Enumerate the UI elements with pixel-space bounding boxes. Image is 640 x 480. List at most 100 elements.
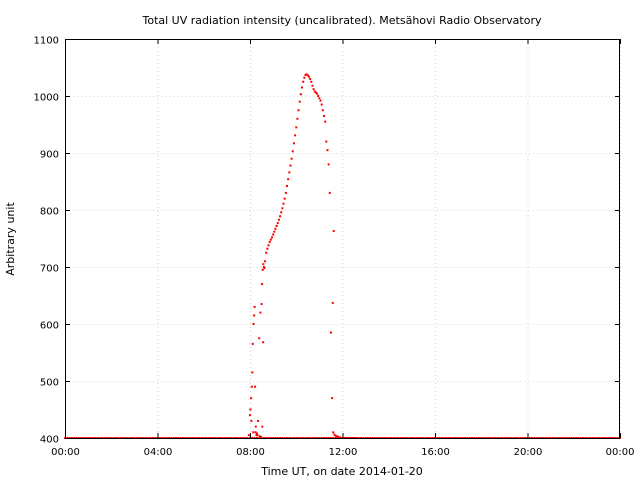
data-point bbox=[324, 120, 327, 123]
data-point bbox=[264, 260, 267, 263]
data-point bbox=[254, 385, 257, 388]
data-point bbox=[313, 90, 316, 93]
data-point bbox=[290, 157, 293, 160]
data-point bbox=[325, 140, 328, 143]
data-point bbox=[302, 80, 305, 83]
data-point bbox=[268, 240, 271, 243]
data-point bbox=[281, 207, 284, 210]
y-tick-label: 400 bbox=[40, 435, 59, 446]
y-axis: 400 500 600 700 800 900 1000 1100 bbox=[34, 36, 620, 446]
data-point bbox=[260, 435, 263, 438]
data-point bbox=[283, 197, 286, 200]
data-point bbox=[275, 224, 278, 227]
x-axis: 00:00 04:00 08:00 12:00 16:00 20:00 00:00 bbox=[51, 39, 635, 458]
x-axis-label: Time UT, on date 2014-01-20 bbox=[260, 465, 423, 478]
data-point bbox=[306, 74, 309, 77]
data-point bbox=[317, 95, 320, 97]
data-point bbox=[320, 103, 323, 106]
data-point bbox=[258, 337, 261, 340]
data-point bbox=[251, 371, 254, 374]
grid bbox=[65, 39, 621, 439]
data-point bbox=[262, 263, 265, 266]
x-tick-label: 00:00 bbox=[51, 447, 80, 458]
data-point bbox=[284, 191, 287, 194]
data-point bbox=[328, 191, 331, 194]
x-tick-label: 04:00 bbox=[144, 447, 173, 458]
data-point bbox=[263, 267, 266, 270]
data-point bbox=[273, 230, 276, 233]
data-point bbox=[253, 314, 256, 317]
data-point bbox=[253, 305, 256, 308]
data-point bbox=[252, 431, 255, 434]
y-tick-label: 500 bbox=[40, 378, 59, 389]
data-point bbox=[294, 134, 297, 137]
y-tick-label: 600 bbox=[40, 321, 59, 332]
data-point bbox=[331, 301, 334, 304]
data-point bbox=[258, 435, 261, 438]
data-point bbox=[277, 218, 280, 221]
data-point bbox=[262, 341, 265, 344]
data-point bbox=[296, 117, 299, 120]
data-point bbox=[254, 425, 257, 428]
data-point bbox=[272, 233, 275, 236]
data-point bbox=[339, 436, 342, 439]
data-point bbox=[309, 77, 312, 80]
data-point bbox=[261, 425, 264, 428]
data-point bbox=[307, 75, 310, 78]
data-point bbox=[274, 227, 277, 230]
data-point bbox=[336, 435, 339, 438]
data-point bbox=[267, 244, 270, 247]
y-axis-label: Arbitrary unit bbox=[4, 202, 17, 276]
y-tick-label: 1100 bbox=[34, 36, 59, 47]
y-tick-label: 900 bbox=[40, 150, 59, 161]
data-point bbox=[291, 150, 294, 153]
x-tick-label: 20:00 bbox=[514, 447, 543, 458]
data-point bbox=[318, 97, 321, 100]
data-point bbox=[304, 73, 307, 76]
data-point bbox=[249, 408, 252, 411]
data-point bbox=[301, 86, 304, 89]
data-point bbox=[310, 80, 313, 83]
data-point bbox=[298, 100, 301, 103]
data-point bbox=[334, 434, 337, 437]
data-point bbox=[299, 93, 302, 96]
data-point bbox=[247, 434, 250, 437]
data-point bbox=[261, 283, 264, 286]
data-point bbox=[295, 126, 298, 129]
data-point bbox=[332, 230, 335, 233]
data-point bbox=[305, 73, 308, 76]
data-points bbox=[64, 73, 621, 439]
data-point bbox=[250, 385, 253, 388]
data-point bbox=[256, 434, 259, 437]
data-point bbox=[257, 419, 260, 422]
data-point bbox=[292, 142, 295, 145]
x-tick-label: 08:00 bbox=[236, 447, 265, 458]
data-point bbox=[289, 164, 292, 167]
data-point bbox=[326, 149, 329, 152]
data-point bbox=[321, 109, 324, 112]
x-tick-label: 16:00 bbox=[421, 447, 450, 458]
data-point bbox=[303, 76, 306, 79]
data-point bbox=[279, 215, 282, 218]
data-point bbox=[269, 238, 272, 241]
x-tick-label: 00:00 bbox=[606, 447, 635, 458]
y-tick-label: 700 bbox=[40, 264, 59, 275]
data-point bbox=[288, 171, 291, 174]
data-point bbox=[280, 211, 283, 214]
data-point bbox=[329, 331, 332, 334]
data-point bbox=[314, 91, 317, 94]
plot-frame bbox=[65, 39, 620, 439]
data-point bbox=[270, 236, 273, 239]
data-point bbox=[262, 266, 265, 268]
data-point bbox=[323, 114, 325, 117]
y-tick-label: 800 bbox=[40, 207, 59, 218]
data-point bbox=[249, 414, 251, 417]
data-point bbox=[338, 436, 341, 439]
data-point bbox=[255, 432, 258, 435]
data-point bbox=[287, 178, 290, 181]
data-point bbox=[333, 433, 336, 436]
data-point bbox=[297, 109, 300, 112]
data-point bbox=[312, 88, 315, 91]
data-point bbox=[250, 419, 253, 422]
